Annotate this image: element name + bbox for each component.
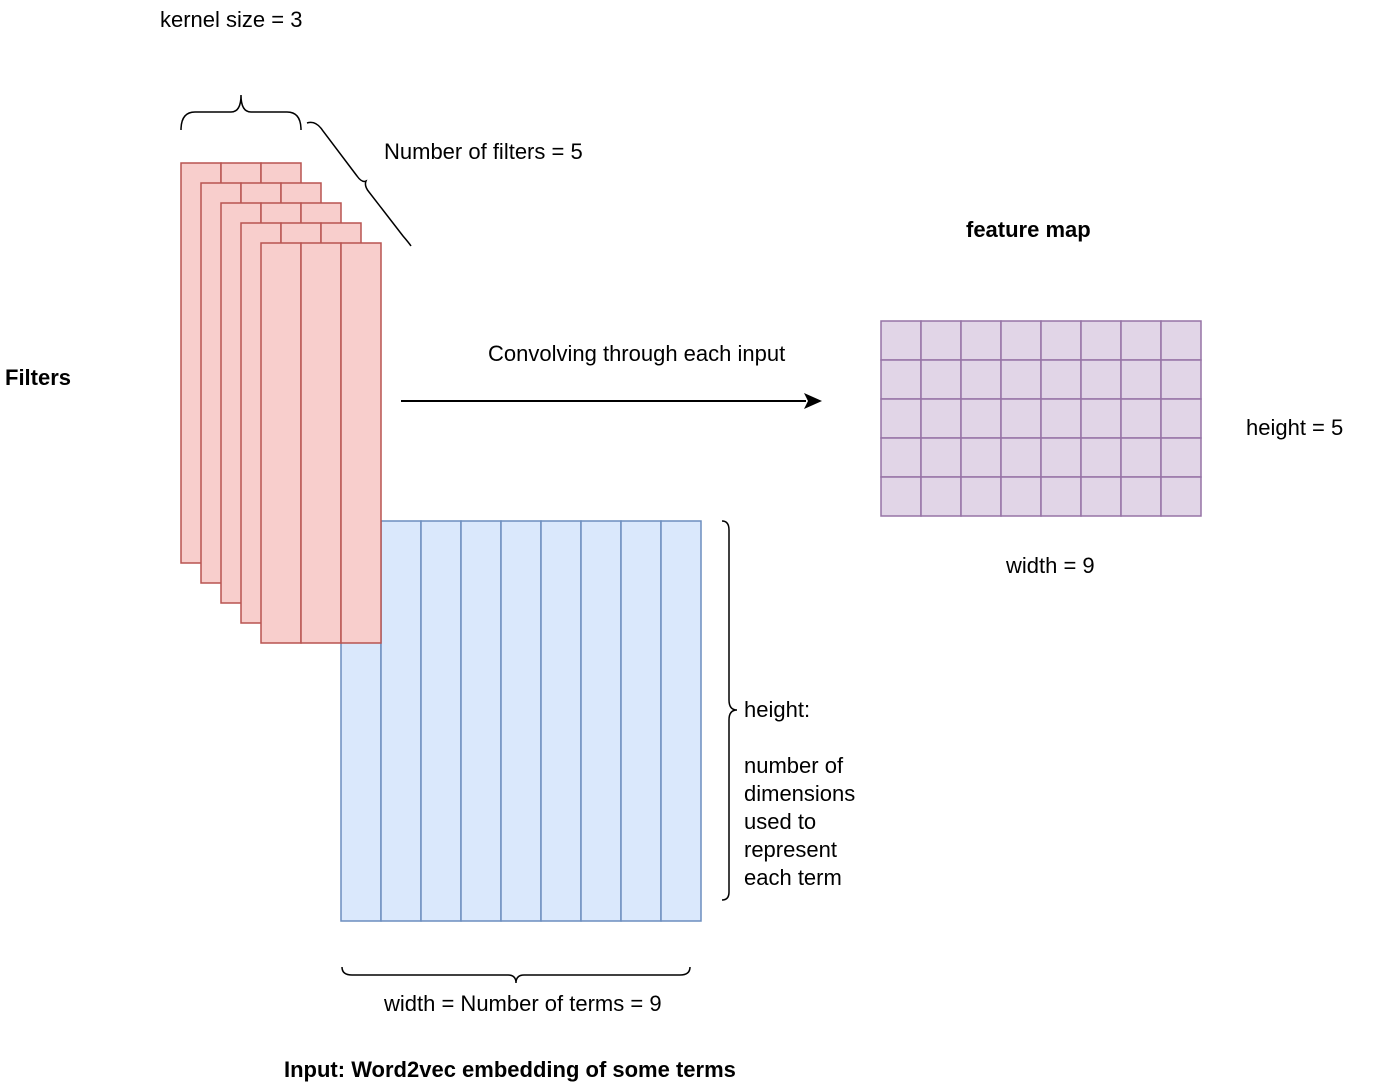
feature-map-grid [880,320,1202,517]
feature-map-cell [1000,359,1042,400]
feature-map-cell [1040,320,1082,361]
convolving-arrow [401,393,822,409]
input-column [420,520,462,922]
input-column [620,520,662,922]
num-filters-label: Number of filters = 5 [384,139,583,164]
feature-map-cell [1040,398,1082,439]
feature-map-cell [960,437,1002,478]
feature-map-cell [1080,437,1122,478]
feature-map-cell [920,476,962,517]
feature-map-cell [1000,476,1042,517]
feature-map-cell [960,476,1002,517]
feature-map-cell [960,359,1002,400]
input-height-line: represent [744,837,837,862]
feature-map-cell [920,398,962,439]
feature-map-cell [920,437,962,478]
feature-map-cell [1000,398,1042,439]
feature-map-cell [880,476,922,517]
feature-map-height-label: height = 5 [1246,415,1344,440]
input-column [540,520,582,922]
feature-map-cell [1080,398,1122,439]
feature-map-cell [1160,398,1202,439]
feature-map-cell [880,359,922,400]
feature-map-cell [880,320,922,361]
feature-map-cell [1000,437,1042,478]
feature-map-cell [1000,320,1042,361]
input-width-brace [341,966,691,984]
feature-map-width-label: width = 9 [1006,553,1095,578]
feature-map-cell [960,398,1002,439]
feature-map-cell [1160,359,1202,400]
feature-map-cell [880,437,922,478]
feature-map-cell [1040,359,1082,400]
input-column [580,520,622,922]
input-height-line: dimensions [744,781,856,806]
input-column [460,520,502,922]
input-embedding-matrix [340,520,702,922]
filter-column [300,242,342,644]
feature-map-cell [1120,476,1162,517]
input-height-line: each term [744,865,842,890]
input-height-line: number of [744,753,844,778]
feature-map-cell [1160,476,1202,517]
input-caption: Input: Word2vec embedding of some terms [284,1057,736,1082]
num-filters-brace [306,121,412,247]
input-column [660,520,702,922]
feature-map-cell [1120,359,1162,400]
feature-map-cell [1120,398,1162,439]
feature-map-cell [1080,476,1122,517]
feature-map-cell [920,359,962,400]
filter-column [260,242,302,644]
input-column [380,520,422,922]
feature-map-cell [1080,320,1122,361]
feature-map-cell [880,398,922,439]
kernel-size-brace [180,94,302,131]
feature-map-cell [1120,437,1162,478]
filters-label: Filters [5,365,72,390]
input-height-line: used to [744,809,817,834]
feature-map-title: feature map [966,217,1091,242]
input-column [500,520,542,922]
feature-map-cell [920,320,962,361]
feature-map-cell [1120,320,1162,361]
feature-map-cell [1160,320,1202,361]
feature-map-cell [960,320,1002,361]
filter [260,242,382,644]
feature-map-cell [1160,437,1202,478]
kernel-size-label: kernel size = 3 [160,7,303,32]
feature-map-cell [1080,359,1122,400]
filter-column [340,242,382,644]
input-height-brace [721,520,738,901]
input-height-title: height: [744,697,811,722]
convolving-label: Convolving through each input [488,341,786,366]
feature-map-cell [1040,437,1082,478]
input-width-label: width = Number of terms = 9 [384,991,662,1016]
input-height-label: height: number of dimensions used to rep… [744,696,894,892]
feature-map-cell [1040,476,1082,517]
filter-stack [180,162,382,644]
